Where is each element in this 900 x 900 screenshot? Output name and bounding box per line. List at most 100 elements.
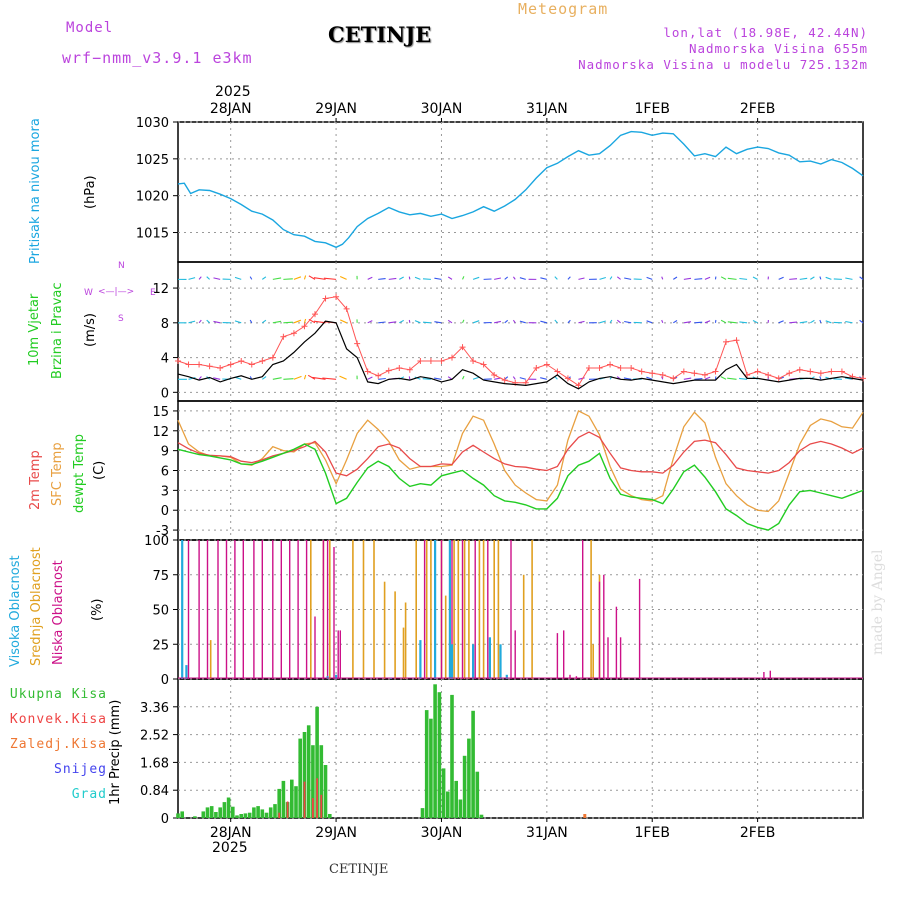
wind-band-8-21: [399, 319, 404, 324]
wind-gust-mark-36: [554, 368, 561, 375]
low-cloud-bar-3: [217, 540, 219, 679]
low-cloud-bar-14: [314, 616, 316, 679]
low-cloud-bar-6: [242, 540, 244, 679]
wind-band-8-65: [859, 319, 864, 324]
pressure-ytick-label-0: 1015: [136, 227, 169, 242]
low-cloud-bar-18: [337, 630, 339, 679]
wind-band-8-23: [414, 320, 421, 324]
precip-total-bar-20: [273, 804, 277, 818]
wind-band-13-42: [616, 276, 621, 280]
pressure-series-line: [177, 130, 864, 249]
wind-band-13-1: [188, 277, 196, 280]
wind-band-8-2: [198, 319, 202, 324]
precip-ytick-label-2: 1.68: [140, 756, 169, 771]
wind-gust-mark-57: [775, 375, 782, 382]
wind-band-2-8: [261, 376, 267, 380]
wind-gust-mark-35: [543, 361, 550, 368]
wind-band-13-53: [727, 277, 737, 280]
wind-band-13-26: [447, 276, 453, 280]
high-cloud-bar-8: [450, 644, 454, 680]
wind-band-8-30: [494, 320, 502, 324]
wind-band-13-28: [472, 276, 480, 280]
compass-e: E: [150, 288, 156, 298]
clouds-ytick-label-0: 0: [161, 673, 169, 688]
bottom-day-label-1: 29JAN: [315, 825, 357, 841]
wind-gust-mark-59: [796, 366, 803, 373]
precip-total-bar-42: [454, 780, 458, 818]
wind-band-13-55: [752, 276, 758, 280]
low-cloud-bar-4: [225, 540, 228, 679]
mid-cloud-bar-1: [310, 540, 312, 679]
wind-band-13-62: [825, 276, 832, 280]
top-day-label-1: 29JAN: [315, 101, 357, 117]
temp-ytick-label-0: -3: [156, 524, 169, 539]
clouds-ytick-label-3: 75: [152, 569, 169, 584]
high-cloud-bar-7: [448, 540, 451, 679]
bottom-day-label-2: 30JAN: [421, 825, 463, 841]
wind-gust-mark-31: [501, 377, 508, 384]
wind-band-13-31: [504, 276, 509, 280]
wind-gust-mark-15: [333, 293, 340, 300]
mid-cloud-bar-3: [329, 540, 331, 679]
wind-gust-mark-51: [712, 368, 719, 375]
wind-band-8-35: [540, 320, 547, 324]
wind-gust-mark-9: [269, 354, 276, 361]
precip-total-bar-7: [218, 807, 222, 818]
wind-gust-mark-61: [817, 370, 824, 377]
mid-cloud-bar-20: [478, 540, 481, 679]
wind-band-8-9: [272, 320, 282, 324]
precip-total-bar-6: [214, 812, 218, 818]
wind-band-8-42: [616, 319, 621, 324]
wind-band-2-52: [720, 376, 727, 380]
wind-band-13-15: [323, 277, 337, 280]
wind-band-2-19: [378, 377, 386, 380]
precip-total-bar-24: [290, 779, 294, 818]
wind-band-13-52: [720, 276, 727, 280]
wind-gust-mark-62: [828, 368, 835, 375]
wind-band-13-8: [261, 276, 267, 280]
wind-band-13-30: [494, 277, 502, 280]
precip-total-bar-28: [306, 725, 311, 818]
wind-gust-mark-23: [417, 358, 424, 365]
wind-band-2-22: [408, 376, 411, 380]
top-day-label-5: 2FEB: [740, 101, 775, 117]
wind-band-13-65: [859, 276, 864, 280]
wind-gust-mark-7: [248, 361, 255, 368]
compass-arrows: <—|—>: [98, 287, 135, 297]
wind-band-13-19: [378, 278, 386, 280]
wind-band-8-10: [283, 321, 293, 324]
low-cloud-bar-10: [280, 540, 282, 679]
low-cloud-bar-36: [615, 606, 618, 679]
wind-band-2-18: [367, 376, 373, 380]
precip-total-bar-46: [471, 710, 475, 818]
temp-ytick-label-4: 9: [161, 445, 169, 460]
wind-gust-mark-24: [427, 358, 434, 365]
low-cloud-bar-26: [510, 540, 512, 679]
wind-band-8-27: [462, 319, 465, 324]
wind-band-2-43: [623, 377, 632, 380]
low-cloud-bar-20: [423, 540, 426, 679]
lonlat-text: lon,lat (18.98E, 42.44N): [663, 25, 868, 40]
wind-ytick-label-1: 4: [161, 352, 169, 367]
temp-ytick-label-5: 12: [152, 425, 169, 440]
low-cloud-bar-15: [322, 540, 325, 679]
high-cloud-bar-5: [419, 640, 422, 679]
low-cloud-bar-24: [474, 540, 476, 679]
mid-cloud-bar-23: [497, 540, 500, 679]
wind-band-8-46: [661, 319, 664, 324]
wind-band-8-20: [388, 321, 397, 324]
wind-gust-mark-4: [217, 364, 224, 371]
precip-total-bar-34: [420, 808, 425, 818]
mid-cloud-bar-16: [453, 540, 455, 679]
low-cloud-bar-40: [769, 670, 771, 679]
wind-gust-mark-6: [238, 358, 245, 365]
wind-band-8-36: [554, 319, 558, 324]
wind-band-2-38: [578, 377, 585, 380]
wind-gust-mark-37: [564, 375, 571, 382]
wind-band-13-35: [540, 277, 547, 280]
precip-total-bar-31: [319, 745, 324, 818]
precip-total-bar-18: [264, 812, 269, 818]
legend-total: Ukupna Kisa: [9, 687, 107, 702]
low-cloud-bar-12: [297, 540, 299, 679]
